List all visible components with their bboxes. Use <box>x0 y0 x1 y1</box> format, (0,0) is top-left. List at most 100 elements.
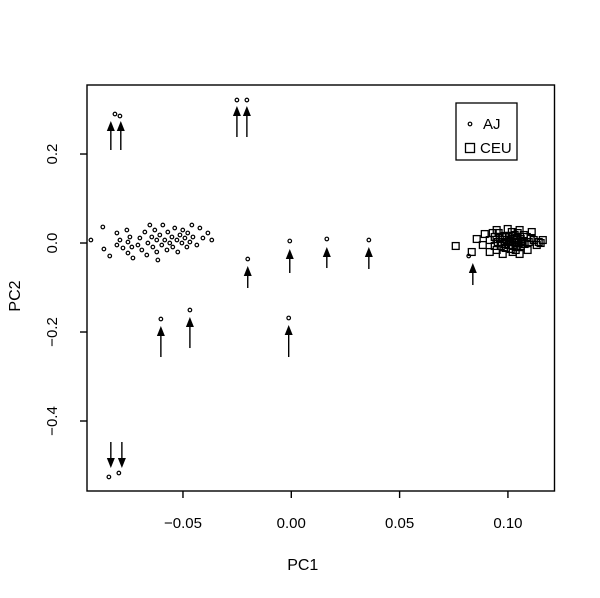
y-axis-title: PC2 <box>7 280 24 311</box>
outlier-arrow-head <box>242 106 251 117</box>
aj-point <box>164 247 170 253</box>
aj-point <box>149 234 155 240</box>
aj-point <box>154 237 160 243</box>
legend-box <box>455 102 518 161</box>
legend-circle-marker-icon <box>467 121 473 127</box>
aj-point <box>190 234 196 240</box>
aj-point <box>125 239 131 245</box>
aj-point <box>287 238 293 244</box>
aj-point <box>144 252 150 258</box>
aj-point <box>187 239 193 245</box>
ceu-point <box>480 229 489 239</box>
aj-point <box>100 224 106 230</box>
aj-point <box>167 240 173 246</box>
legend-square-marker-icon <box>464 142 476 154</box>
ceu-point <box>451 241 460 251</box>
aj-point <box>162 237 168 243</box>
aj-point <box>112 111 118 117</box>
aj-point <box>175 249 181 255</box>
aj-point <box>184 244 190 250</box>
aj-point <box>114 230 120 236</box>
ceu-point <box>478 240 487 250</box>
ceu-point <box>538 235 547 245</box>
y-axis-tick-label: −0.4 <box>44 406 61 436</box>
aj-point <box>137 235 143 241</box>
aj-point <box>189 222 195 228</box>
y-axis-tick-label: 0.2 <box>44 144 61 165</box>
aj-point <box>117 113 123 119</box>
aj-point <box>187 307 193 313</box>
aj-point <box>107 253 113 259</box>
aj-point <box>155 257 161 263</box>
outlier-arrow-head <box>364 247 373 258</box>
aj-point <box>182 235 188 241</box>
aj-point <box>125 250 131 256</box>
x-axis-tick-label: 0.05 <box>385 515 414 532</box>
aj-point <box>150 244 156 250</box>
aj-point <box>172 225 178 231</box>
aj-point <box>116 470 122 476</box>
aj-point <box>244 97 250 103</box>
outlier-arrow-head <box>284 325 293 336</box>
outlier-arrow-head <box>156 326 165 337</box>
outlier-arrow-head <box>116 120 125 131</box>
aj-point <box>165 229 171 235</box>
aj-point <box>200 235 206 241</box>
aj-point <box>245 256 251 262</box>
aj-point <box>88 237 94 243</box>
legend-label-ceu: CEU <box>480 140 512 157</box>
outlier-arrow-head <box>243 266 252 277</box>
aj-point <box>124 227 130 233</box>
aj-point <box>169 234 175 240</box>
ceu-point <box>472 234 481 244</box>
outlier-arrow-head <box>232 106 241 117</box>
aj-point <box>129 244 135 250</box>
ceu-point <box>515 249 524 259</box>
aj-point <box>286 315 292 321</box>
x-axis-title: PC1 <box>287 557 318 574</box>
outlier-arrow-head <box>117 457 126 468</box>
ceu-point <box>534 237 543 247</box>
outlier-arrow-head <box>468 262 477 273</box>
aj-point <box>234 97 240 103</box>
aj-point <box>177 232 183 238</box>
ceu-point <box>527 227 536 237</box>
aj-point <box>324 236 330 242</box>
aj-point <box>170 244 176 250</box>
aj-point <box>174 237 180 243</box>
y-axis-tick-label: −0.2 <box>44 317 61 347</box>
aj-point <box>158 316 164 322</box>
aj-point <box>145 240 151 246</box>
aj-point <box>179 240 185 246</box>
aj-point <box>205 230 211 236</box>
aj-point <box>157 232 163 238</box>
outlier-arrow-head <box>106 120 115 131</box>
aj-point <box>142 229 148 235</box>
aj-point <box>147 222 153 228</box>
aj-point <box>139 247 145 253</box>
aj-point <box>197 225 203 231</box>
aj-point <box>194 242 200 248</box>
outlier-arrow-head <box>322 247 331 258</box>
aj-point <box>209 237 215 243</box>
outlier-arrow-head <box>106 457 115 468</box>
aj-point <box>114 242 120 248</box>
aj-point <box>159 242 165 248</box>
aj-point <box>120 245 126 251</box>
aj-point <box>366 237 372 243</box>
aj-point <box>135 242 141 248</box>
ceu-point <box>467 247 476 257</box>
outlier-arrow-head <box>185 317 194 328</box>
aj-point <box>160 222 166 228</box>
aj-point <box>106 474 112 480</box>
ceu-point <box>523 245 532 255</box>
y-axis-tick-label: 0.0 <box>44 233 61 254</box>
aj-point <box>152 227 158 233</box>
aj-point <box>127 234 133 240</box>
aj-point <box>117 237 123 243</box>
x-axis-tick-label: 0.10 <box>493 515 522 532</box>
aj-point <box>185 230 191 236</box>
aj-point <box>180 227 186 233</box>
